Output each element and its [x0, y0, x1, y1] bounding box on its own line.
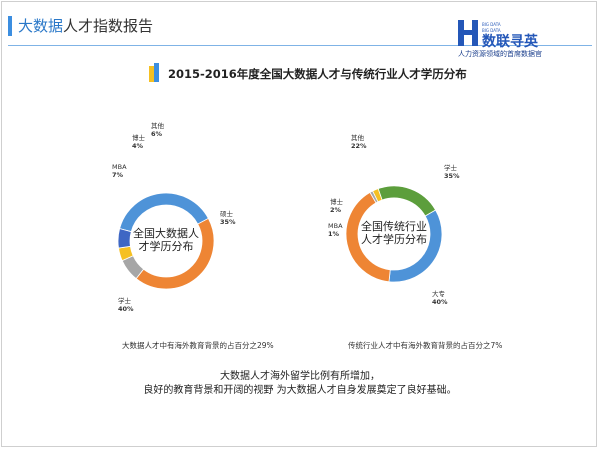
slice-value-label: 2% [330, 206, 342, 214]
slice-name-label: MBA [112, 163, 127, 171]
title-decoration-icon [149, 63, 159, 82]
donut-center-label: 才学历分布 [139, 239, 194, 253]
report-title: 大数据人才指数报告 [18, 15, 153, 36]
logo-small-text-2: BIG DATA [482, 28, 501, 33]
slice-name-label: 学士 [118, 296, 132, 305]
donut-center-label: 全国大数据人 [133, 226, 199, 240]
donut-center-label: 人才学历分布 [361, 232, 427, 246]
slice-value-label: 40% [118, 305, 134, 313]
slice-value-label: 4% [132, 142, 144, 150]
slice-name-label: 硕士 [220, 209, 234, 218]
logo-text: 数联寻英 [482, 33, 539, 50]
slice-value-label: 40% [432, 298, 448, 306]
chart-note-traditional: 传统行业人才中有海外教育背景的占百分之7% [348, 341, 503, 350]
donut-slice-slice-4 [117, 228, 132, 249]
chart-main-title: 2015-2016年度全国大数据人才与传统行业人才学历分布 [168, 67, 467, 81]
logo-slogan: 人力资源领域的首席数据官 [458, 50, 542, 58]
slice-name-label: 博士 [330, 197, 344, 206]
slice-value-label: 35% [220, 218, 236, 226]
slice-value-label: 1% [328, 230, 340, 238]
summary-line-1: 大数据人才海外留学比例有所增加， [220, 371, 380, 382]
chart-note-big-data: 大数据人才中有海外教育背景的占百分之29% [122, 341, 274, 350]
slice-value-label: 35% [444, 172, 460, 180]
slice-value-label: 22% [351, 142, 367, 150]
slice-value-label: 7% [112, 171, 124, 179]
slice-name-label: 其他 [351, 133, 365, 142]
header-divider [8, 45, 592, 46]
slice-name-label: 大专 [432, 289, 446, 298]
slice-name-label: 博士 [132, 133, 146, 142]
slice-name-label: 其他 [151, 121, 165, 130]
slice-name-label: MBA [328, 222, 343, 230]
donut-slice-slice-4 [377, 185, 437, 217]
slice-name-label: 学士 [444, 163, 458, 172]
company-logo: BIG DATA BIG DATA 数联寻英 [458, 20, 539, 50]
slice-value-label: 6% [151, 130, 163, 138]
donut-center-label: 全国传统行业 [361, 219, 427, 233]
report-title-highlight: 大数据 [18, 17, 64, 35]
summary-line-2: 良好的教育背景和开阔的视野 为大数据人才自身发展奠定了良好基础。 [143, 385, 457, 396]
header-accent-bar [8, 16, 12, 36]
logo-small-text-1: BIG DATA [482, 22, 501, 27]
donut-slice-slice-0 [119, 192, 209, 233]
report-title-rest: 人才指数报告 [63, 17, 154, 35]
